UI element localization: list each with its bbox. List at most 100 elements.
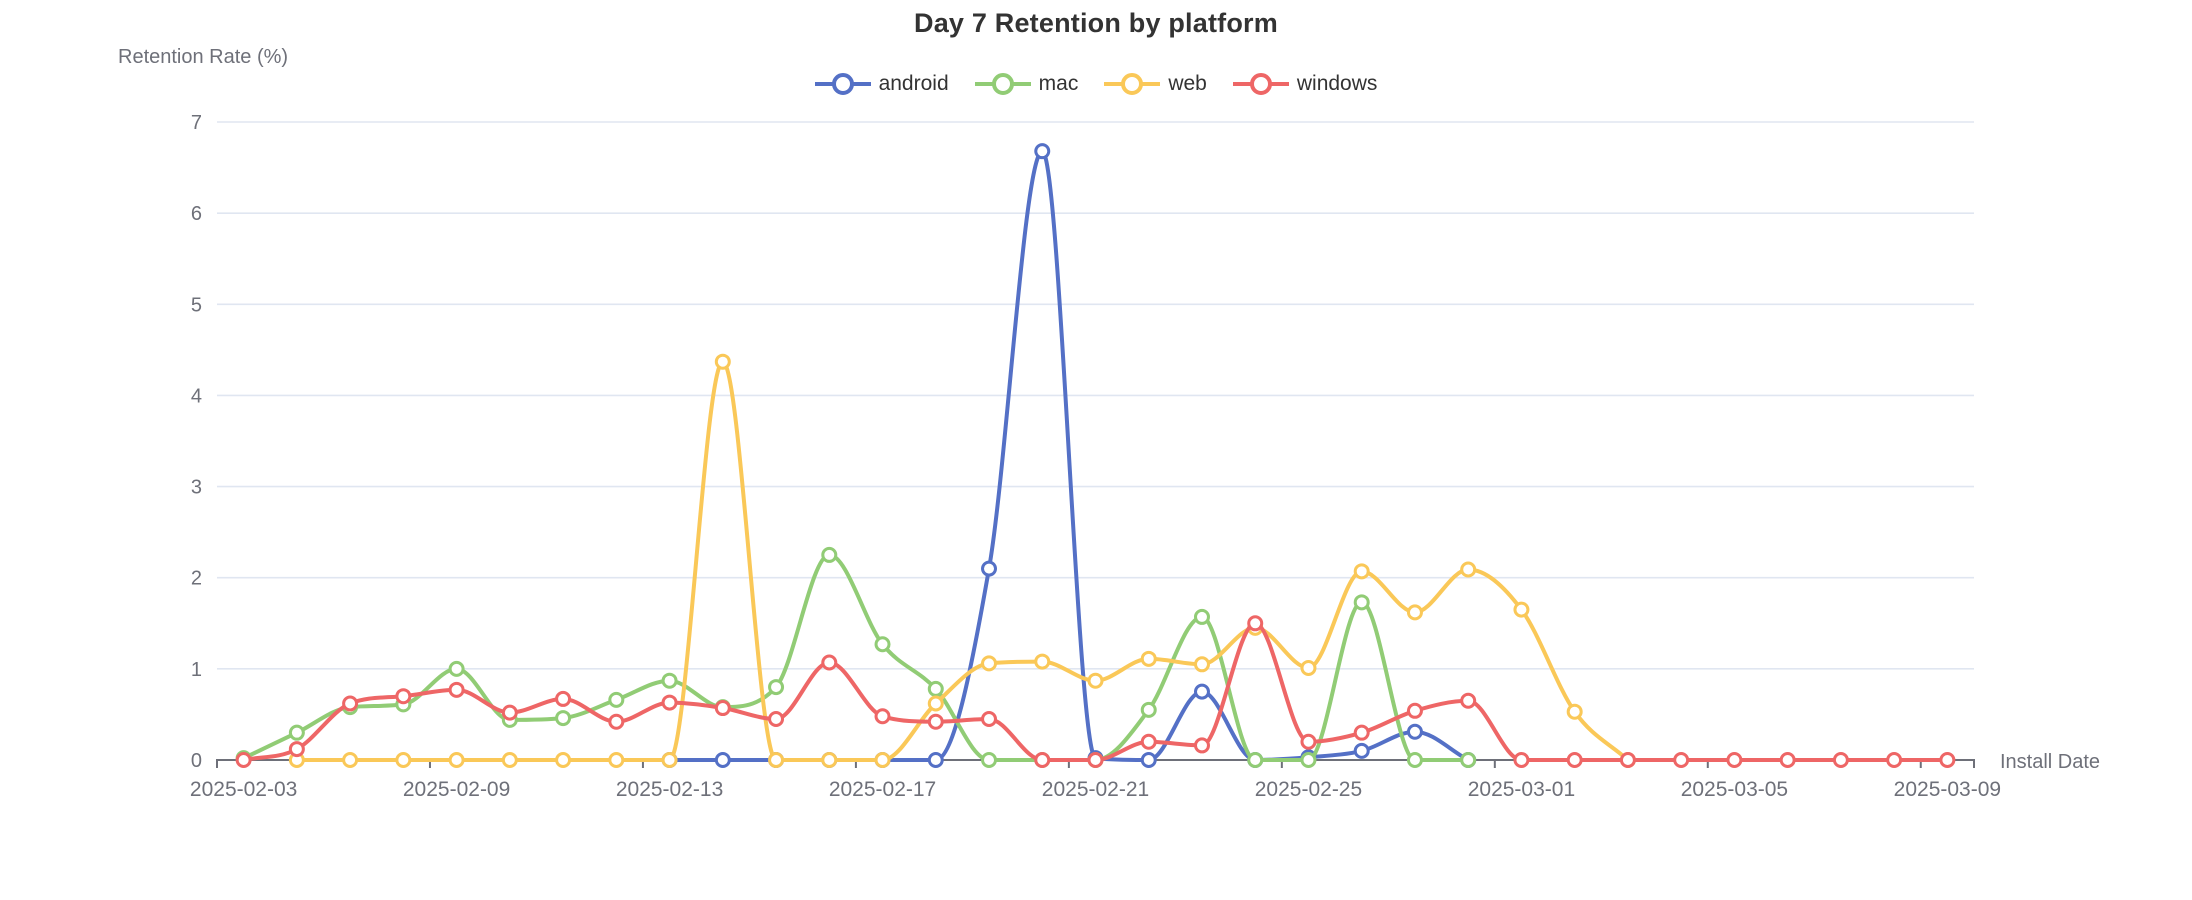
windows-data-point xyxy=(342,695,359,712)
web-data-point xyxy=(1193,656,1210,673)
android-data-point xyxy=(1140,752,1157,768)
legend-label-mac: mac xyxy=(1038,72,1079,95)
web-data-point xyxy=(768,752,785,768)
y-tick-label: 0 xyxy=(191,750,202,772)
windows-legend-icon xyxy=(1232,73,1289,95)
grid-lines xyxy=(217,121,1974,670)
legend-item-web[interactable]: web xyxy=(1104,72,1207,96)
web-data-point xyxy=(821,752,838,768)
mac-data-point xyxy=(1460,752,1477,768)
y-axis-labels: 0 1 2 3 4 5 6 7 xyxy=(191,112,202,772)
x-tick-label: 2025-02-17 xyxy=(829,778,936,801)
x-tick-label: 2025-03-01 xyxy=(1468,778,1575,801)
mac-data-point xyxy=(1140,701,1157,718)
mac-data-point xyxy=(448,660,465,677)
mac-data-point xyxy=(555,710,572,727)
series-windows xyxy=(235,615,1956,768)
android-data-point xyxy=(1034,143,1051,160)
x-tick-label: 2025-02-03 xyxy=(190,778,297,801)
mac-data-point xyxy=(661,672,678,689)
legend-item-mac[interactable]: mac xyxy=(974,72,1079,96)
windows-data-point xyxy=(1460,692,1477,709)
mac-data-point xyxy=(981,752,998,768)
windows-data-point xyxy=(555,690,572,707)
web-data-point xyxy=(1353,563,1370,580)
windows-data-point xyxy=(1566,752,1583,768)
x-axis-title: Install Date xyxy=(2000,751,2100,773)
legend-label-windows: windows xyxy=(1296,72,1378,95)
web-legend-icon xyxy=(1104,73,1161,95)
mac-data-point xyxy=(927,680,944,697)
web-data-point xyxy=(714,353,731,370)
windows-data-point xyxy=(1193,737,1210,754)
mac-data-point xyxy=(874,636,891,653)
x-tick-label: 2025-03-09 xyxy=(1894,778,2001,801)
y-axis-title: Retention Rate (%) xyxy=(118,46,289,68)
y-tick-label: 7 xyxy=(191,112,202,134)
web-data-point xyxy=(448,752,465,768)
android-data-point xyxy=(927,752,944,768)
android-legend-icon xyxy=(814,73,871,95)
mac-data-point xyxy=(1300,752,1317,768)
legend-label-web: web xyxy=(1168,72,1207,95)
mac-data-point xyxy=(1193,608,1210,625)
mac-data-point xyxy=(288,724,305,741)
web-data-point xyxy=(395,752,412,768)
windows-data-point xyxy=(1406,702,1423,719)
windows-data-point xyxy=(448,681,465,698)
y-tick-label: 4 xyxy=(191,385,202,407)
y-tick-label: 2 xyxy=(191,568,202,590)
web-data-point xyxy=(342,752,359,768)
windows-data-point xyxy=(1673,752,1690,768)
y-tick-label: 6 xyxy=(191,203,202,225)
web-data-point xyxy=(608,752,625,768)
mac-data-point xyxy=(1353,594,1370,611)
windows-data-point xyxy=(395,688,412,705)
mac-data-point xyxy=(768,679,785,696)
web-data-point xyxy=(874,752,891,768)
windows-data-point xyxy=(1513,752,1530,768)
android-data-point xyxy=(981,560,998,577)
windows-data-point xyxy=(1779,752,1796,768)
web-data-point xyxy=(555,752,572,768)
windows-data-point xyxy=(1619,752,1636,768)
android-data-point xyxy=(1353,742,1370,759)
legend-item-android[interactable]: android xyxy=(814,72,949,96)
y-tick-label: 1 xyxy=(191,659,202,681)
web-data-point xyxy=(927,695,944,712)
x-tick-label: 2025-02-25 xyxy=(1255,778,1362,801)
android-data-point xyxy=(714,752,731,768)
windows-data-point xyxy=(981,710,998,727)
windows-data-point xyxy=(1300,733,1317,750)
mac-data-point xyxy=(821,546,838,563)
legend: android mac web windows xyxy=(0,72,2192,96)
web-data-point xyxy=(1087,672,1104,689)
windows-data-point xyxy=(768,710,785,727)
mac-legend-icon xyxy=(974,73,1031,95)
mac-data-point xyxy=(1247,752,1264,768)
web-data-point xyxy=(1460,561,1477,578)
mac-data-point xyxy=(608,691,625,708)
web-data-point xyxy=(1566,703,1583,720)
y-tick-label: 5 xyxy=(191,294,202,316)
web-data-point xyxy=(661,752,678,768)
legend-item-windows[interactable]: windows xyxy=(1232,72,1378,96)
windows-data-point xyxy=(661,694,678,711)
web-data-point xyxy=(981,655,998,672)
windows-data-point xyxy=(874,708,891,725)
windows-data-point xyxy=(1939,752,1956,768)
x-tick-label: 2025-02-09 xyxy=(403,778,510,801)
windows-data-point xyxy=(1247,615,1264,632)
windows-data-point xyxy=(927,713,944,730)
windows-data-point xyxy=(821,654,838,671)
x-axis-labels: 2025-02-03 2025-02-09 2025-02-13 2025-02-17… xyxy=(190,778,2001,801)
web-data-point xyxy=(1034,653,1051,670)
windows-data-point xyxy=(1726,752,1743,768)
android-data-point xyxy=(1193,683,1210,700)
x-tick-label: 2025-02-21 xyxy=(1042,778,1149,801)
series-line-windows xyxy=(241,621,1950,763)
series-markers-windows xyxy=(235,615,1956,768)
windows-data-point xyxy=(1886,752,1903,768)
